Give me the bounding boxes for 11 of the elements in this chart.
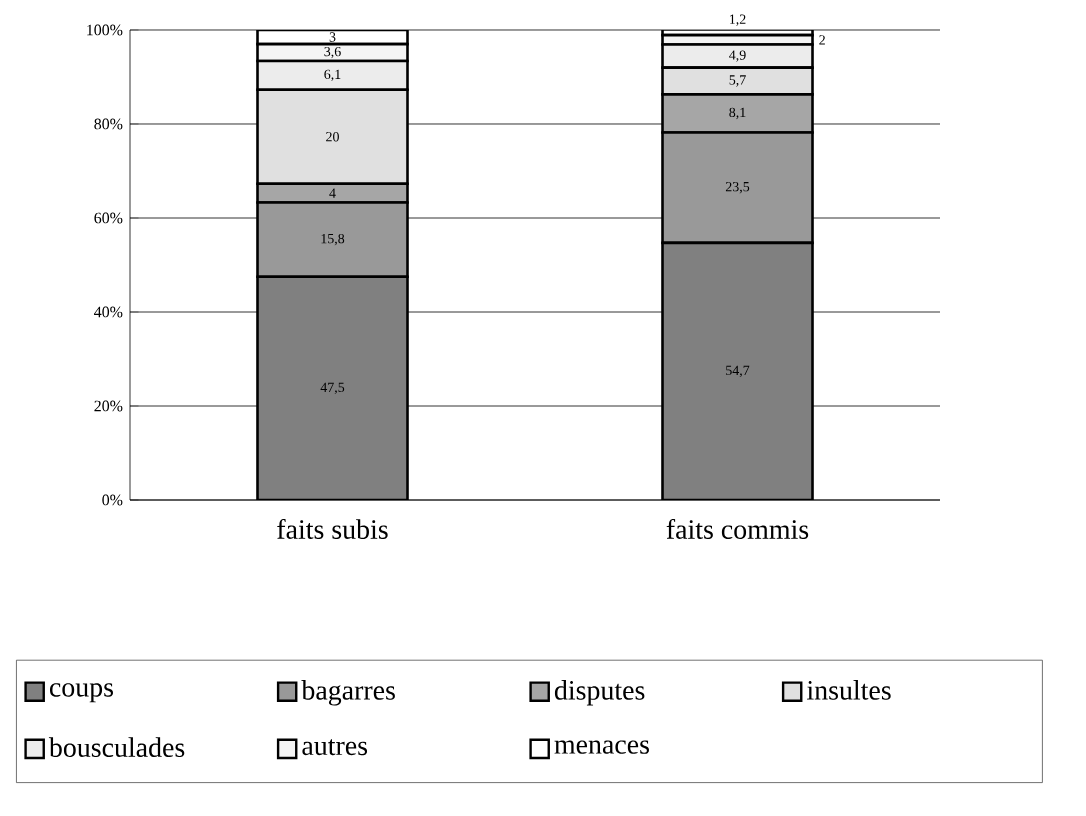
legend-label: disputes (554, 680, 645, 706)
legend-label: menaces (554, 740, 649, 754)
legend-label: bagarres (301, 680, 395, 706)
bar (256, 275, 409, 500)
legend-label: coups (49, 683, 113, 703)
legend-label: bousculades (48, 737, 185, 757)
legend-label: insultes (807, 680, 891, 700)
legend-label: autres (302, 739, 368, 756)
bar (661, 241, 814, 500)
x-tick-label: faits commis (666, 518, 809, 539)
x-tick-label: faits subis (277, 518, 388, 539)
